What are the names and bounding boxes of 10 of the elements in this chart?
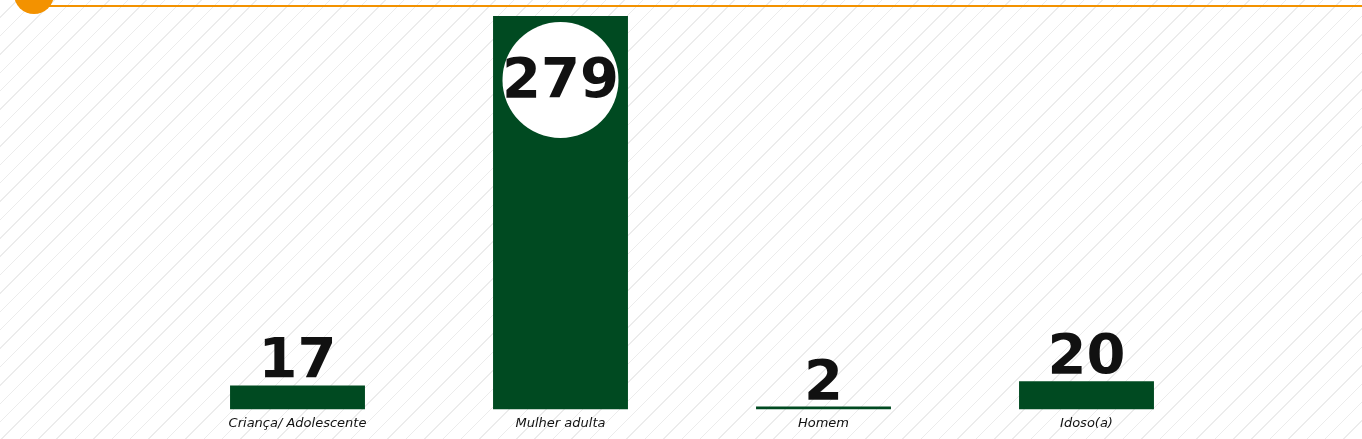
x-tick-label: Criança/ Adolescente <box>228 414 367 430</box>
x-tick-label: Idoso(a) <box>1060 414 1113 430</box>
data-label: 279 <box>502 44 619 110</box>
bar <box>230 385 365 410</box>
data-label: 17 <box>258 325 337 391</box>
x-tick-label: Mulher adulta <box>515 414 606 430</box>
bar <box>1019 381 1154 410</box>
x-tick-label: Homem <box>797 414 850 430</box>
data-label: 20 <box>1047 321 1126 387</box>
data-label: 2 <box>804 346 843 412</box>
